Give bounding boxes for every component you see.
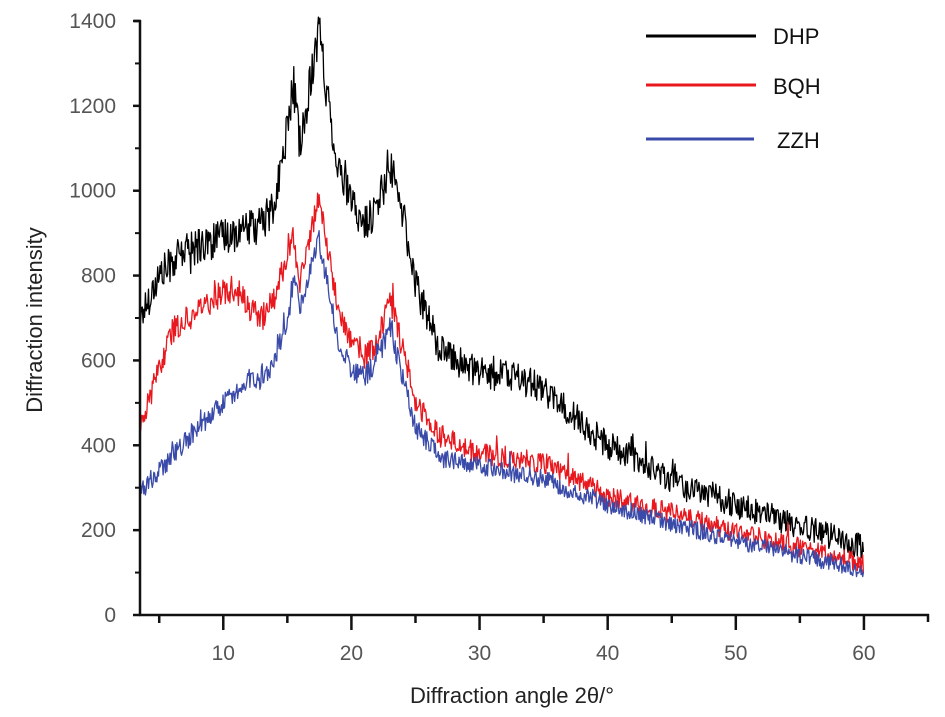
x-tick-label: 20 [340, 642, 363, 665]
x-tick-label: 60 [852, 642, 875, 665]
series-line-zzh [139, 230, 865, 578]
y-tick-label: 1000 [69, 180, 116, 203]
x-tick-label: 10 [212, 642, 235, 665]
y-tick-label: 0 [104, 604, 116, 627]
y-tick-label: 400 [81, 434, 116, 457]
legend-label-dhp: DHP [773, 24, 819, 49]
x-tick-label: 50 [724, 642, 747, 665]
y-tick-label: 1400 [69, 10, 116, 33]
legend-label-zzh: ZZH [777, 128, 820, 153]
x-ticks: 10 20 30 40 50 60 [157, 615, 876, 665]
y-tick-label: 600 [81, 349, 116, 372]
legend-item-bqh: BQH [646, 74, 821, 99]
series-line-dhp [139, 16, 865, 559]
x-tick-label: 30 [468, 642, 491, 665]
y-ticks: 0 200 400 600 800 1000 1200 1400 [69, 10, 140, 627]
y-tick-label: 1200 [69, 95, 116, 118]
y-tick-label: 800 [81, 265, 116, 288]
x-axis-title: Diffraction angle 2θ/° [410, 683, 614, 708]
x-tick-label: 40 [596, 642, 619, 665]
series-layer [139, 16, 865, 578]
legend-label-bqh: BQH [773, 74, 821, 99]
y-axis-title: Diffraction intensity [22, 227, 47, 412]
series-line-bqh [139, 192, 865, 574]
legend-item-zzh: ZZH [646, 128, 820, 153]
y-tick-label: 200 [81, 519, 116, 542]
legend-item-dhp: DHP [646, 24, 819, 49]
legend: DHP BQH ZZH [646, 24, 821, 153]
